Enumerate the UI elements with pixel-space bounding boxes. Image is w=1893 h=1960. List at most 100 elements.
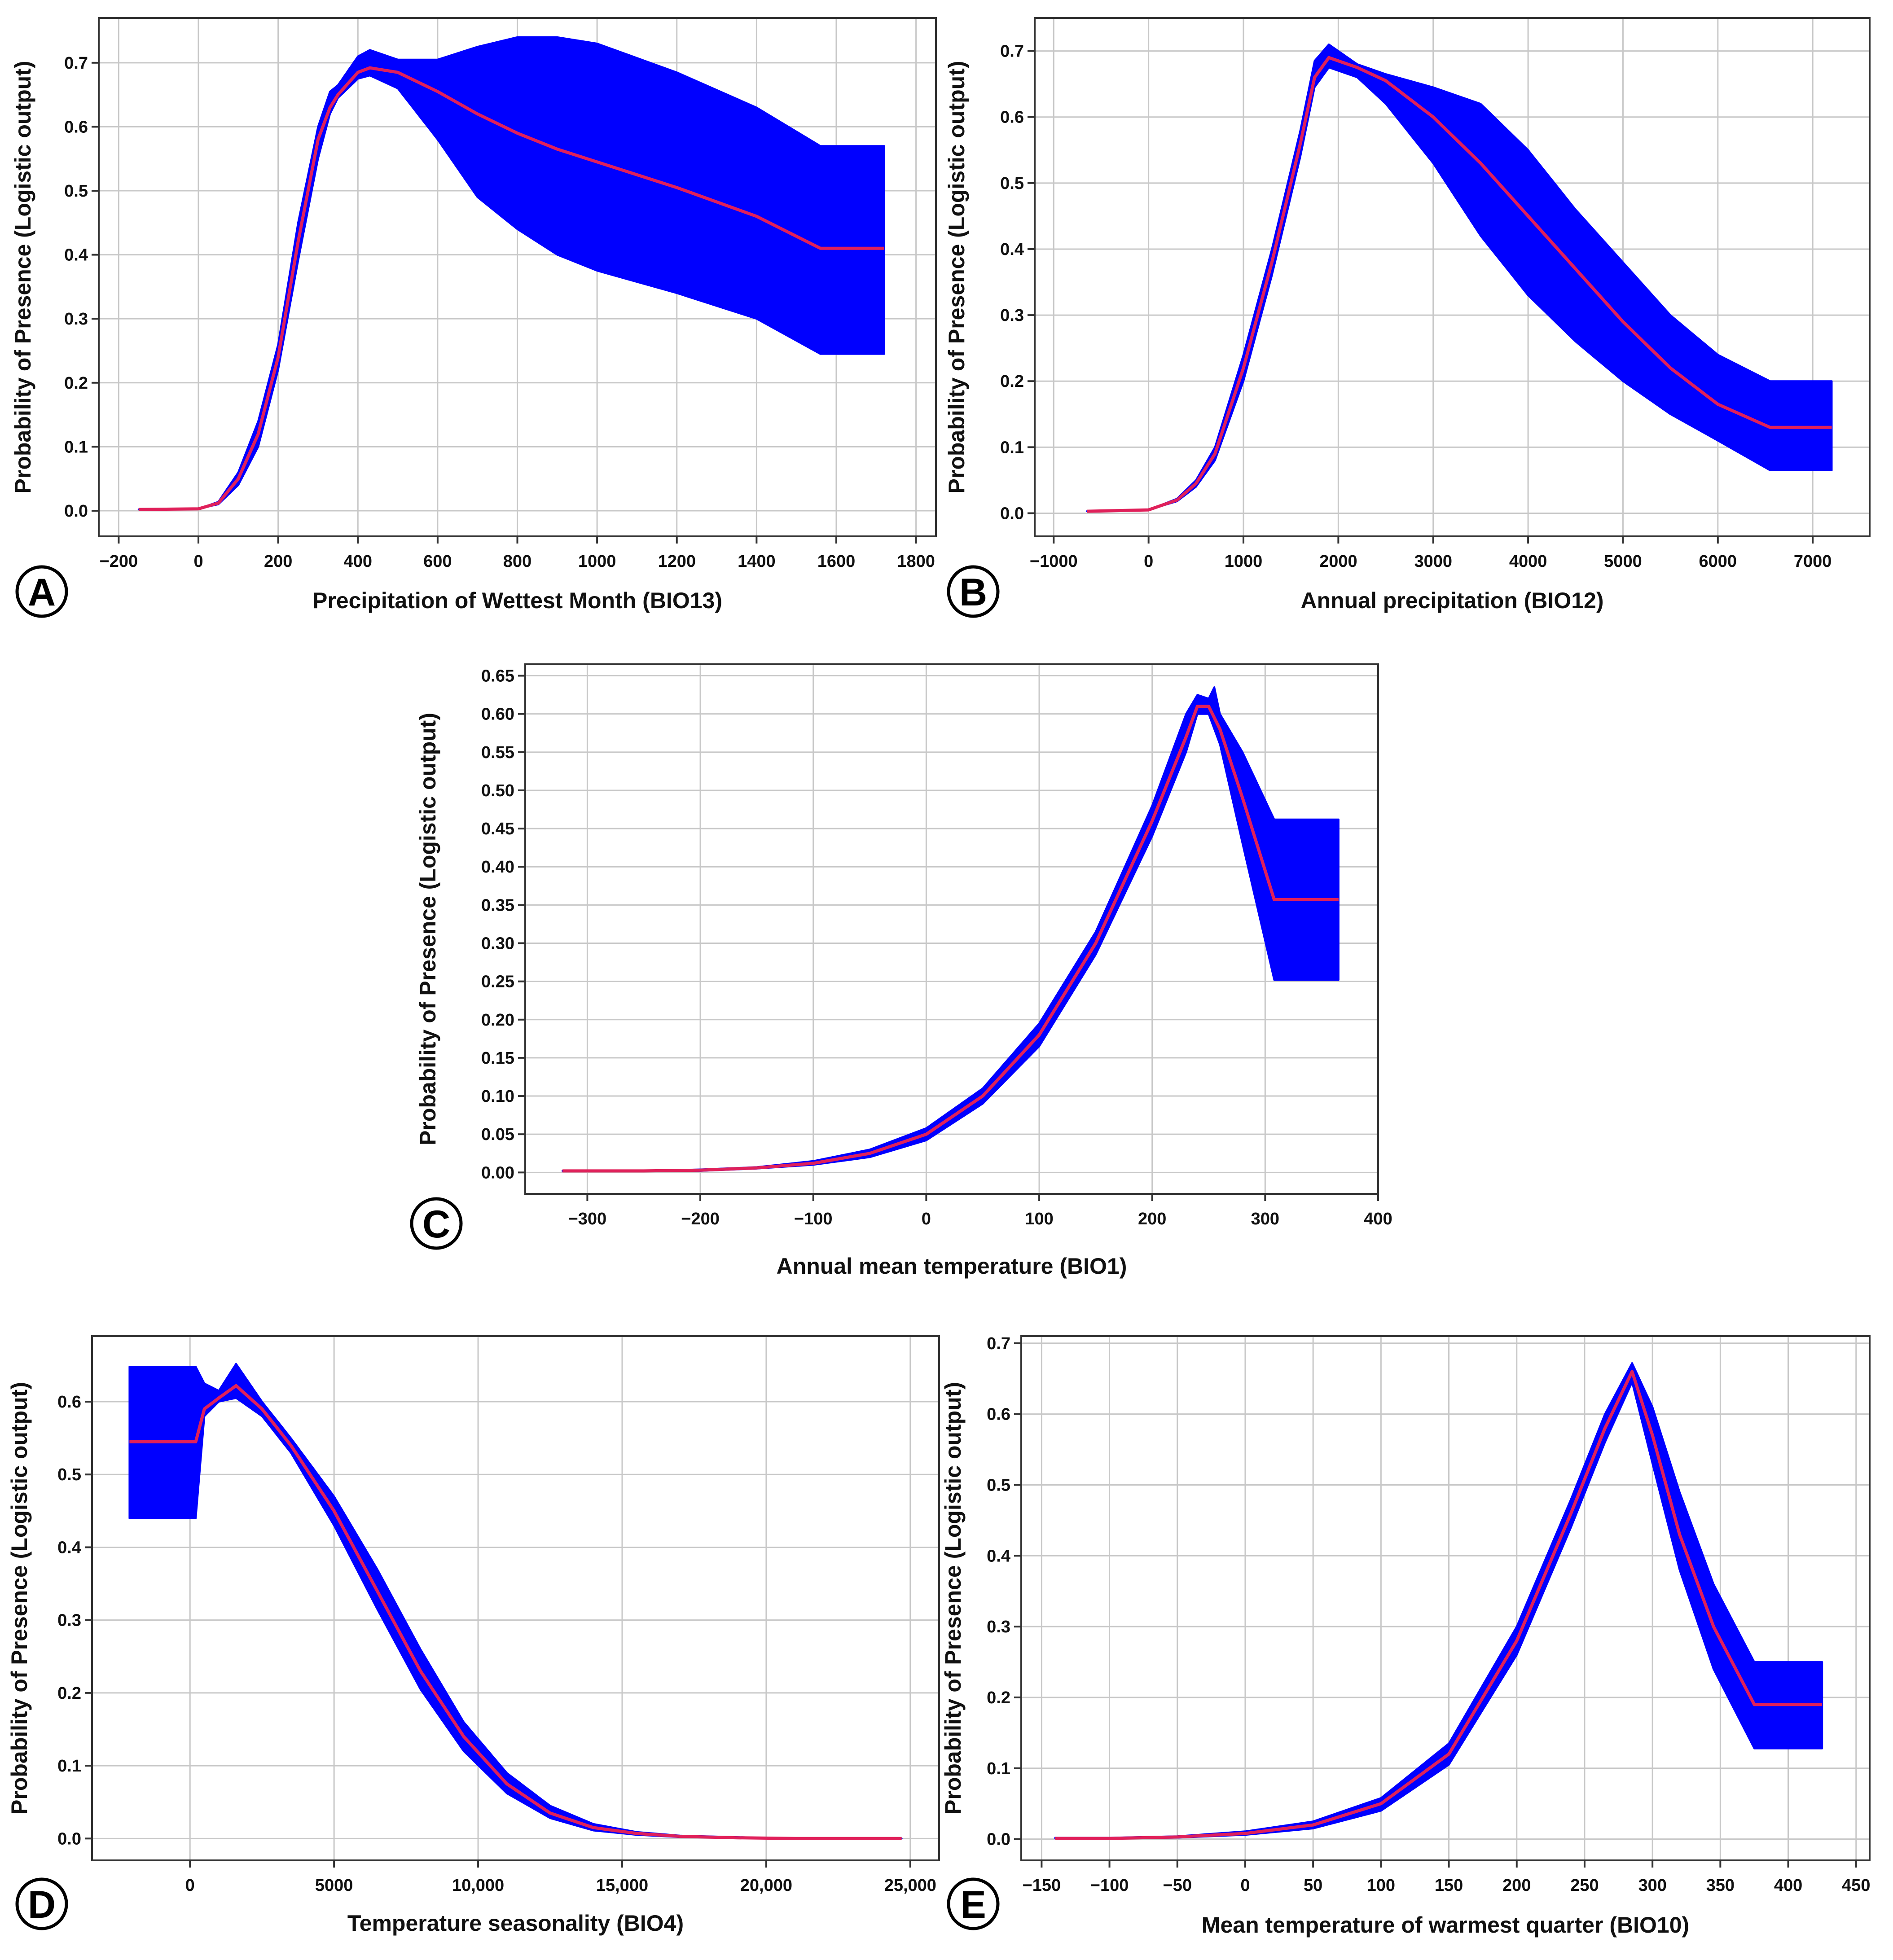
x-tick-label: 1400: [738, 552, 776, 571]
plot-area: [92, 1336, 939, 1860]
x-tick-label: 1000: [578, 552, 616, 571]
x-tick-label: −200: [100, 552, 138, 571]
plot-frame: [1034, 17, 1871, 537]
panel-B: −1000 0 1000 2000 3000 4000 5000 6000 7000 0.0 0.1…: [944, 17, 1871, 618]
panel-letter: D: [28, 1883, 56, 1926]
x-tick-label: 200: [1502, 1876, 1531, 1895]
y-tick-label: 0.4: [987, 1547, 1010, 1565]
y-tick-label: 0.5: [1000, 174, 1024, 193]
x-tick-label: 5000: [1604, 552, 1642, 571]
y-tick-label: 0.0: [64, 502, 88, 521]
y-tick-label: 0.3: [64, 310, 88, 329]
y-axis-label: Probability of Presence (Logistic output…: [10, 61, 35, 494]
panel-letter-badge: [15, 1877, 68, 1930]
y-tick-label: 0.1: [64, 438, 88, 456]
x-tick-label: 450: [1842, 1876, 1870, 1895]
y-tick-label: 0.4: [1000, 240, 1024, 259]
y-tick-label: 0.6: [1000, 108, 1024, 127]
panel-C: −300 −200 −100 0 100 200 300 400 0.00 0.05 0.10 0.1…: [410, 663, 1392, 1279]
x-tick-label: −150: [1023, 1876, 1061, 1895]
y-tick-label: 0.7: [64, 54, 88, 73]
y-tick-label: 0.05: [481, 1125, 514, 1144]
y-tick-label: 0.4: [57, 1538, 81, 1557]
y-tick-label: 0.1: [987, 1759, 1010, 1778]
x-tick-label: 1200: [658, 552, 696, 571]
plot-area: [1021, 1336, 1870, 1860]
x-tick-label: −200: [681, 1210, 720, 1228]
y-tick-label: 0.40: [481, 858, 514, 877]
panel-letter: E: [960, 1883, 986, 1926]
y-tick-label: 0.6: [64, 118, 88, 136]
x-tick-label: 5000: [315, 1876, 353, 1895]
x-tick-label: 600: [423, 552, 452, 571]
y-axis-label: Probability of Presence (Logistic output…: [940, 1382, 966, 1815]
y-tick-label: 0.15: [481, 1049, 514, 1068]
panel-letter-badge: [947, 565, 1000, 618]
x-tick-label: 300: [1251, 1210, 1279, 1228]
panel-letter: A: [28, 571, 56, 614]
x-axis-label: Annual mean temperature (BIO1): [777, 1254, 1127, 1279]
y-tick-label: 0.10: [481, 1087, 514, 1106]
y-tick-label: 0.7: [1000, 42, 1024, 61]
confidence-band: [137, 36, 885, 511]
panel-letter-badge: [410, 1197, 463, 1250]
panel-D: 0 5000 10,000 15,000 20,000 25,000 0.0 0.1 0.2 0.…: [7, 1335, 940, 1936]
panel-A: −200 0 200 400 600 800 1000 1200 1400 1600 1800 0.0…: [10, 17, 937, 618]
y-tick-label: 0.4: [64, 246, 88, 265]
y-axis-label: Probability of Presence (Logistic output…: [944, 61, 969, 494]
x-tick-label: 0: [922, 1210, 931, 1228]
x-tick-label: 6000: [1699, 552, 1737, 571]
x-tick-label: 7000: [1794, 552, 1832, 571]
y-tick-label: 0.7: [987, 1334, 1010, 1353]
x-axis-label: Temperature seasonality (BIO4): [347, 1911, 684, 1936]
y-tick-label: 0.5: [57, 1465, 81, 1484]
y-tick-label: 0.50: [481, 781, 514, 800]
y-tick-label: 0.2: [64, 374, 88, 393]
x-tick-label: 50: [1304, 1876, 1322, 1895]
y-tick-label: 0.3: [1000, 306, 1024, 325]
x-tick-label: 0: [1144, 552, 1153, 571]
y-tick-label: 0.2: [57, 1684, 81, 1703]
x-tick-label: 0: [185, 1876, 195, 1895]
x-tick-label: 800: [503, 552, 531, 571]
x-tick-label: 100: [1025, 1210, 1053, 1228]
panel-letter: C: [422, 1203, 450, 1246]
y-axis-label: Probability of Presence (Logistic output…: [7, 1382, 32, 1815]
x-tick-label: 25,000: [884, 1876, 936, 1895]
x-tick-label: 150: [1435, 1876, 1463, 1895]
x-tick-label: 400: [344, 552, 372, 571]
y-tick-label: 0.20: [481, 1011, 514, 1030]
x-tick-label: 10,000: [452, 1876, 504, 1895]
mean-response-line: [129, 1384, 902, 1840]
x-tick-label: 350: [1706, 1876, 1735, 1895]
x-tick-label: 200: [264, 552, 292, 571]
y-tick-label: 0.25: [481, 973, 514, 991]
y-tick-label: 0.1: [1000, 438, 1024, 457]
y-tick-label: 0.45: [481, 820, 514, 838]
plot-frame: [91, 1335, 940, 1861]
x-tick-label: 300: [1638, 1876, 1666, 1895]
plot-frame: [1020, 1335, 1871, 1861]
x-tick-label: 400: [1774, 1876, 1802, 1895]
y-tick-label: 0.00: [481, 1163, 514, 1182]
y-tick-label: 0.0: [1000, 504, 1024, 523]
x-tick-label: 20,000: [740, 1876, 792, 1895]
x-tick-label: 3000: [1414, 552, 1452, 571]
y-tick-label: 0.6: [987, 1405, 1010, 1424]
x-tick-label: −100: [794, 1210, 833, 1228]
x-tick-label: 0: [1240, 1876, 1250, 1895]
y-tick-label: 0.60: [481, 705, 514, 724]
y-tick-label: 0.65: [481, 667, 514, 686]
x-tick-label: 4000: [1509, 552, 1547, 571]
y-axis-label: Probability of Presence (Logistic output…: [415, 713, 440, 1145]
y-tick-label: 0.1: [57, 1757, 81, 1776]
x-tick-label: 15,000: [596, 1876, 648, 1895]
panel-E: −150 −100 −50 0 50 100 150 200 250 300 350 400 450 0.…: [940, 1334, 1871, 1938]
y-tick-label: 0.3: [987, 1618, 1010, 1636]
x-tick-label: 400: [1364, 1210, 1392, 1228]
x-tick-label: 100: [1367, 1876, 1395, 1895]
mean-response-line: [562, 705, 1339, 1173]
y-tick-label: 0.35: [481, 896, 514, 915]
x-tick-label: −50: [1163, 1876, 1192, 1895]
